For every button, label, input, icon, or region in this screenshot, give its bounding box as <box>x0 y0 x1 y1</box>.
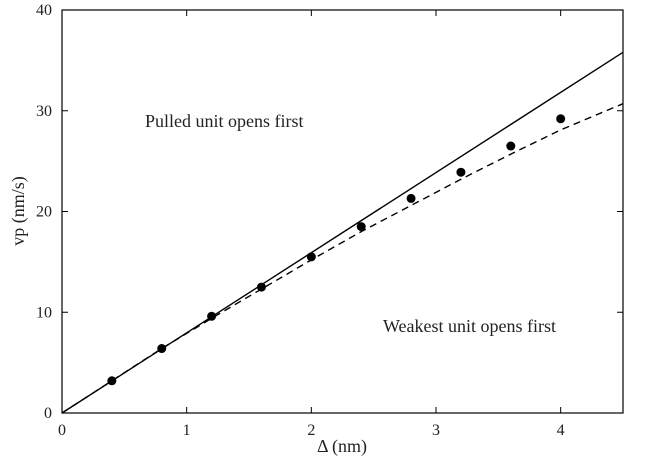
annotation: Pulled unit opens first <box>145 111 304 131</box>
annotation: Weakest unit opens first <box>383 316 556 336</box>
data-point <box>406 193 416 203</box>
y-tick-label: 40 <box>36 2 52 19</box>
data-point <box>256 282 266 292</box>
y-tick-label: 10 <box>36 304 52 321</box>
x-tick-label: 2 <box>307 422 315 439</box>
x-tick-label: 4 <box>557 422 565 439</box>
data-point <box>556 114 566 124</box>
y-axis-label: vp (nm/s) <box>8 176 29 246</box>
plot-frame <box>61 9 624 414</box>
x-tick-label: 3 <box>432 422 440 439</box>
data-point <box>456 167 466 177</box>
line <box>61 103 624 414</box>
data-point <box>356 222 366 232</box>
y-tick-label: 0 <box>44 405 52 422</box>
y-tick-label: 30 <box>36 103 52 120</box>
x-axis-label: Δ (nm) <box>317 436 367 457</box>
data-point <box>506 141 516 151</box>
y-tick-label: 20 <box>36 204 52 221</box>
x-tick-label: 0 <box>58 422 66 439</box>
x-tick-label: 1 <box>183 422 191 439</box>
